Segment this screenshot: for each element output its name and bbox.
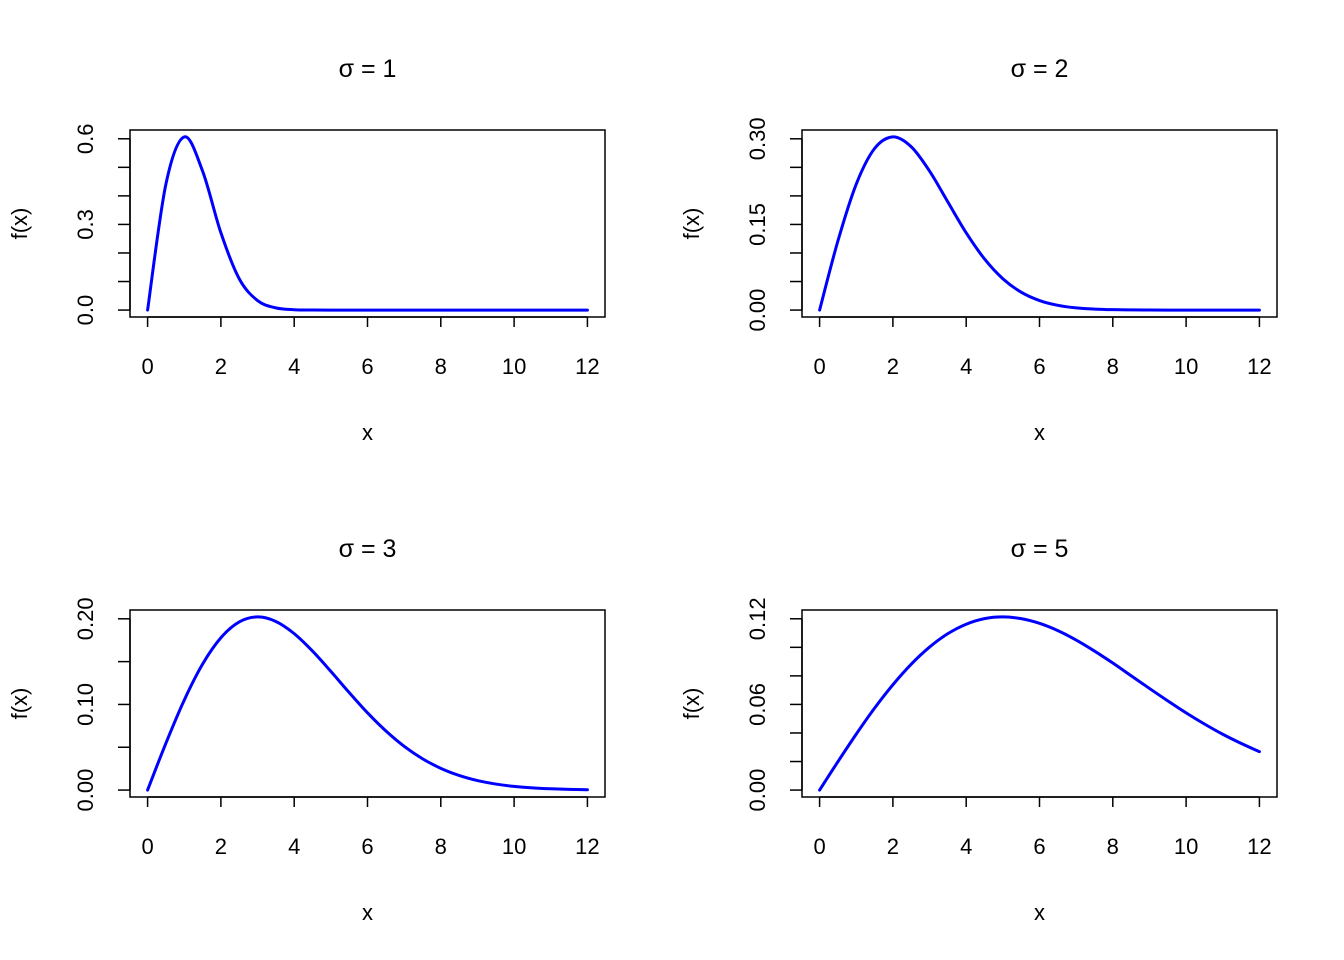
x-tick-label: 8 [435,354,447,379]
y-tick-label: 0.06 [745,683,770,726]
x-tick-label: 2 [887,834,899,859]
panel-title: σ = 1 [339,55,397,83]
plot-frame [129,609,606,798]
y-axis-label: f(x) [679,208,704,240]
x-tick-label: 4 [960,354,972,379]
y-tick-label: 0.00 [73,769,98,812]
x-tick-label: 12 [575,834,599,859]
y-tick-label: 0.00 [745,289,770,332]
x-tick-label: 10 [1174,354,1198,379]
y-tick-label: 0.10 [73,683,98,726]
x-tick-label: 12 [1247,834,1271,859]
y-axis-label: f(x) [7,688,32,720]
x-axis-label: x [1034,900,1045,925]
density-curve [818,615,1261,792]
x-tick-label: 10 [502,834,526,859]
x-axis-label: x [1034,420,1045,445]
x-tick-label: 12 [1247,354,1271,379]
y-tick-label: 0.6 [73,123,98,154]
x-tick-label: 2 [215,354,227,379]
plot-frame [129,129,606,318]
y-tick-label: 0.3 [73,209,98,240]
panel-1: σ = 1 0 2 4 6 8 10 12 x 0.0 0.3 0.6 f(x) [7,55,606,445]
y-tick-label: 0.20 [73,597,98,640]
x-tick-label: 0 [813,354,825,379]
x-tick-label: 6 [361,354,373,379]
density-curve [146,135,589,312]
x-tick-label: 8 [1107,354,1119,379]
x-tick-label: 10 [502,354,526,379]
x-tick-label: 4 [288,834,300,859]
y-tick-label: 0.12 [745,597,770,640]
x-tick-label: 8 [435,834,447,859]
plot-frame [801,609,1278,798]
x-tick-label: 4 [960,834,972,859]
y-tick-label: 0.30 [745,117,770,160]
density-curve [146,615,589,792]
density-curve [818,135,1261,312]
plot-frame [801,129,1278,318]
x-axis-label: x [362,900,373,925]
y-tick-label: 0.00 [745,769,770,812]
x-tick-label: 4 [288,354,300,379]
x-tick-label: 0 [141,834,153,859]
x-tick-label: 2 [887,354,899,379]
x-tick-label: 0 [141,354,153,379]
panel-title: σ = 3 [339,535,397,563]
x-tick-label: 10 [1174,834,1198,859]
panel-title: σ = 5 [1011,535,1069,563]
x-tick-label: 12 [575,354,599,379]
y-axis-label: f(x) [7,208,32,240]
panel-3: σ = 3 0 2 4 6 8 10 12 x 0.00 0.10 0.20 f(x) [7,535,606,925]
y-axis-label: f(x) [679,688,704,720]
x-tick-label: 6 [1033,354,1045,379]
x-tick-label: 0 [813,834,825,859]
panel-2: σ = 2 0 2 4 6 8 10 12 x 0.00 0.15 0.30 f(x) [679,55,1278,445]
x-tick-label: 2 [215,834,227,859]
x-tick-label: 6 [361,834,373,859]
x-axis-label: x [362,420,373,445]
panel-4: σ = 5 0 2 4 6 8 10 12 x 0.00 0.06 0.12 f(x) [679,535,1278,925]
y-tick-label: 0.15 [745,203,770,246]
x-tick-label: 6 [1033,834,1045,859]
x-tick-label: 8 [1107,834,1119,859]
panel-title: σ = 2 [1011,55,1069,83]
y-tick-label: 0.0 [73,295,98,326]
